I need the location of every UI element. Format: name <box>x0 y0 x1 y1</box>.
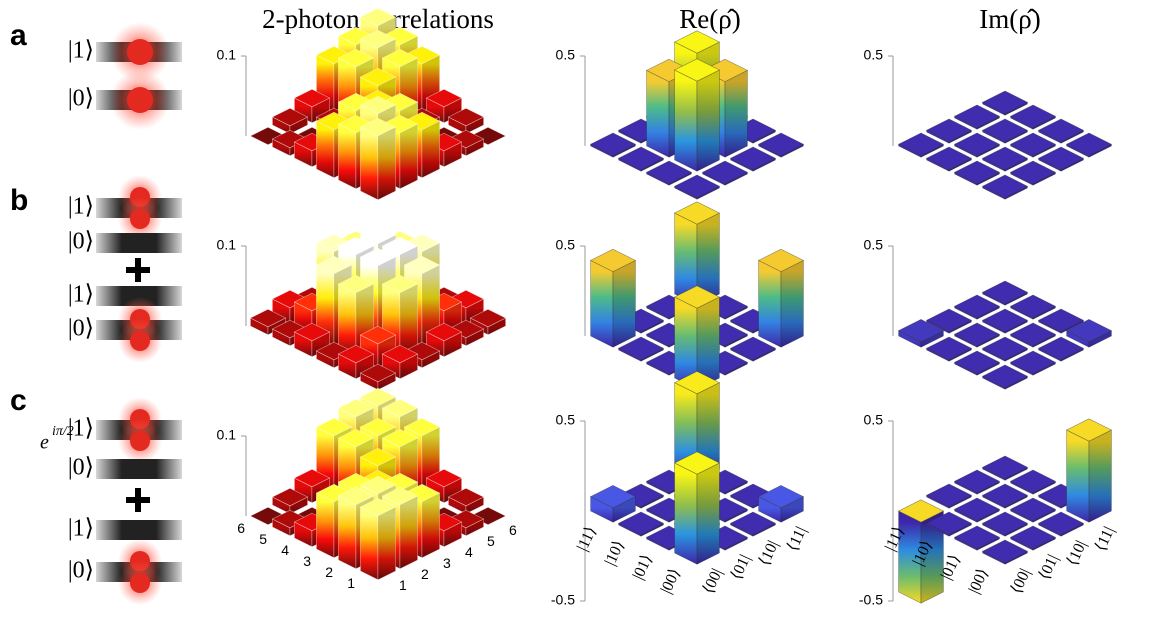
bar-face <box>338 124 356 189</box>
bar-top <box>983 91 1028 113</box>
axis-tick-label: |11⟩ <box>574 524 600 554</box>
state-label: |0⟩ <box>68 229 94 255</box>
bar-shade <box>422 121 440 178</box>
bar-face <box>360 507 378 580</box>
axis-tick-label: |10⟩ <box>602 538 628 568</box>
axis-tick-label: 4 <box>281 542 289 558</box>
axis-tick-label: 5 <box>259 531 267 547</box>
column-title: Re(ρ̂) <box>679 4 740 34</box>
axis-tick-label: |00⟩ <box>658 566 684 596</box>
z-tick-label: 0.5 <box>864 47 884 63</box>
bar <box>1067 419 1112 522</box>
bar-shade <box>613 260 635 347</box>
plus <box>135 258 141 282</box>
photon <box>130 573 150 593</box>
bar-shade <box>781 260 803 347</box>
bar <box>360 118 395 200</box>
z-tick-label: -0.5 <box>859 592 883 608</box>
axis-tick-label: 6 <box>509 522 517 538</box>
bar-shade <box>400 496 418 569</box>
axis-tick-label: |01⟩ <box>630 552 656 582</box>
state-label: |0⟩ <box>68 316 94 342</box>
z-tick-label: 0.1 <box>217 427 237 443</box>
axis-tick-label: 1 <box>347 575 355 591</box>
bar-shade <box>697 70 719 171</box>
axis-tick-label: 1 <box>399 577 407 593</box>
axis-tick-label: ⟨11| <box>1092 524 1118 554</box>
bar-top <box>983 456 1028 478</box>
bar <box>360 498 395 580</box>
column-title: Im(ρ̂) <box>979 4 1040 34</box>
axis-tick-label: ⟨00| <box>1008 566 1034 596</box>
axis-tick-label: ⟨01| <box>728 552 754 582</box>
bar-face <box>360 127 378 200</box>
state-label: |1⟩ <box>68 282 94 308</box>
z-tick-label: 0.5 <box>864 237 884 253</box>
axis-tick-label: 3 <box>443 555 451 571</box>
bar-face <box>759 260 781 347</box>
z-tick-label: 0.5 <box>556 412 576 428</box>
z-tick-label: 0.5 <box>864 412 884 428</box>
state-label: |0⟩ <box>68 86 94 112</box>
z-tick-label: 0.5 <box>556 237 576 253</box>
bar-face <box>675 463 697 564</box>
photon <box>130 209 150 229</box>
bar-shade <box>697 463 719 564</box>
photon <box>127 87 153 113</box>
state-label: |0⟩ <box>68 455 94 481</box>
axis-tick-label: ⟨00| <box>700 566 726 596</box>
axis-tick-label: 2 <box>421 566 429 582</box>
axis-tick-label: ⟨11| <box>784 524 810 554</box>
z-tick-label: 0.1 <box>217 237 237 253</box>
axis-tick-label: 2 <box>325 564 333 580</box>
axis-tick-label: ⟨10| <box>756 538 782 568</box>
waveguide <box>96 233 182 253</box>
bar-shade <box>378 127 396 200</box>
bar <box>675 59 720 171</box>
bar-shade <box>1089 430 1111 522</box>
bar-face <box>316 493 334 558</box>
axis-tick-label: 6 <box>237 520 245 536</box>
state-label: |1⟩ <box>68 194 94 220</box>
bar-top <box>983 281 1028 303</box>
bar-shade <box>400 124 418 189</box>
z-tick-label: 0.5 <box>556 47 576 63</box>
axis-tick-label: ⟨10| <box>1064 538 1090 568</box>
z-tick-label: -0.5 <box>551 592 575 608</box>
bar-face <box>316 121 334 178</box>
bar <box>759 249 804 347</box>
axis-tick-label: 4 <box>465 544 473 560</box>
bar-face <box>338 496 356 569</box>
waveguide <box>96 520 182 540</box>
bar-shade <box>378 507 396 580</box>
bar-face <box>1067 430 1089 522</box>
bar-shade <box>725 70 747 157</box>
photon <box>127 39 153 65</box>
figure: 2-photon correlations Re(ρ̂) Im(ρ̂) a|1⟩… <box>0 0 1161 634</box>
state-label: |0⟩ <box>68 558 94 584</box>
photon <box>130 331 150 351</box>
phase: e <box>40 432 49 454</box>
plus <box>135 488 141 512</box>
panel-label: c <box>10 384 27 417</box>
axis-tick-label: |00⟩ <box>966 566 992 596</box>
bar-face <box>675 70 697 171</box>
axis-tick-label: 3 <box>303 553 311 569</box>
axis-tick-label: ⟨01| <box>1036 552 1062 582</box>
panel-label: a <box>10 19 27 52</box>
bar <box>675 452 720 564</box>
bar-face <box>591 260 613 347</box>
bar <box>591 249 636 347</box>
photon <box>130 431 150 451</box>
bar-shade <box>422 493 440 558</box>
z-tick-label: 0.1 <box>217 47 237 63</box>
state-label: |1⟩ <box>68 416 94 442</box>
panel-label: b <box>10 184 28 217</box>
waveguide <box>96 459 182 479</box>
state-label: |1⟩ <box>68 38 94 64</box>
state-label: |1⟩ <box>68 516 94 542</box>
bar-face <box>647 70 669 157</box>
axis-tick-label: 5 <box>487 533 495 549</box>
